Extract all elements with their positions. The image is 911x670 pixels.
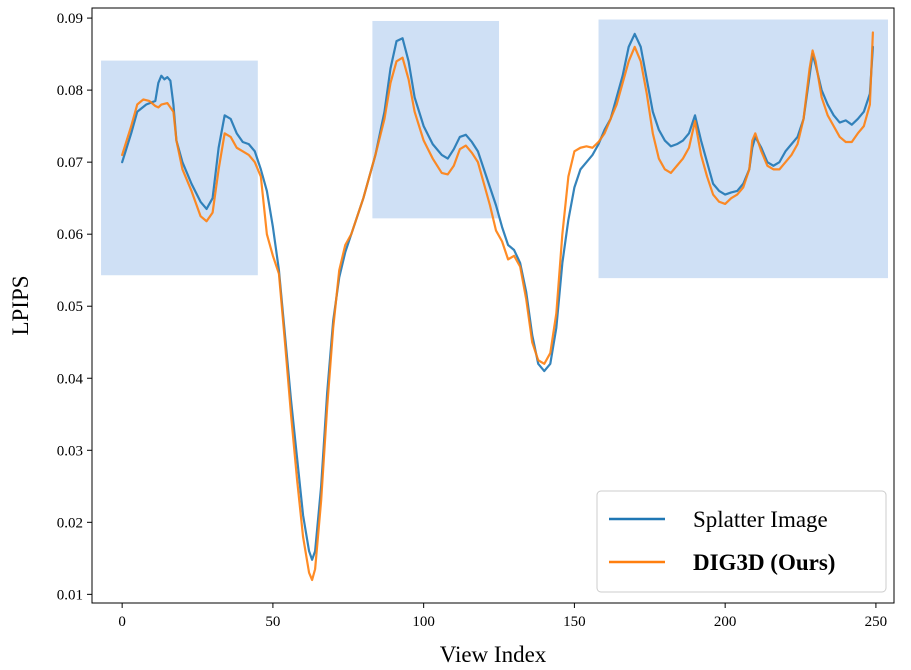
highlight-region-2 [372, 20, 500, 219]
x-tick-label: 100 [412, 614, 435, 630]
y-tick-label: 0.03 [57, 443, 83, 459]
y-tick-label: 0.06 [57, 227, 84, 243]
y-tick-label: 0.01 [57, 587, 83, 603]
plot-frame [91, 7, 895, 604]
x-axis: 0 50 100 150 200 250 [118, 603, 887, 630]
legend-label-1: Splatter Image [693, 507, 828, 532]
y-tick-label: 0.08 [57, 83, 83, 99]
series-lines [121, 31, 874, 582]
series-line-2 [121, 31, 874, 582]
legend: Splatter Image DIG3D (Ours) [596, 490, 887, 593]
x-tick-label: 0 [118, 614, 126, 630]
legend-box [596, 490, 887, 593]
y-tick-label: 0.02 [57, 515, 83, 531]
y-tick-label: 0.07 [57, 155, 84, 171]
x-tick-label: 200 [714, 614, 737, 630]
y-tick-label: 0.05 [57, 299, 83, 315]
x-axis-title: View Index [440, 642, 547, 667]
highlight-region-3 [598, 19, 888, 279]
y-tick-label: 0.04 [57, 371, 84, 387]
x-tick-label: 50 [265, 614, 280, 630]
x-tick-label: 250 [865, 614, 888, 630]
y-axis: 0.01 0.02 0.03 0.04 0.05 0.06 0.07 0.08 0.09 [57, 11, 92, 603]
y-axis-title: LPIPS [8, 275, 33, 335]
y-tick-label: 0.09 [57, 11, 83, 27]
highlight-regions [101, 19, 888, 279]
x-tick-label: 150 [563, 614, 586, 630]
highlight-region-1 [101, 60, 258, 276]
legend-label-2: DIG3D (Ours) [693, 550, 835, 575]
